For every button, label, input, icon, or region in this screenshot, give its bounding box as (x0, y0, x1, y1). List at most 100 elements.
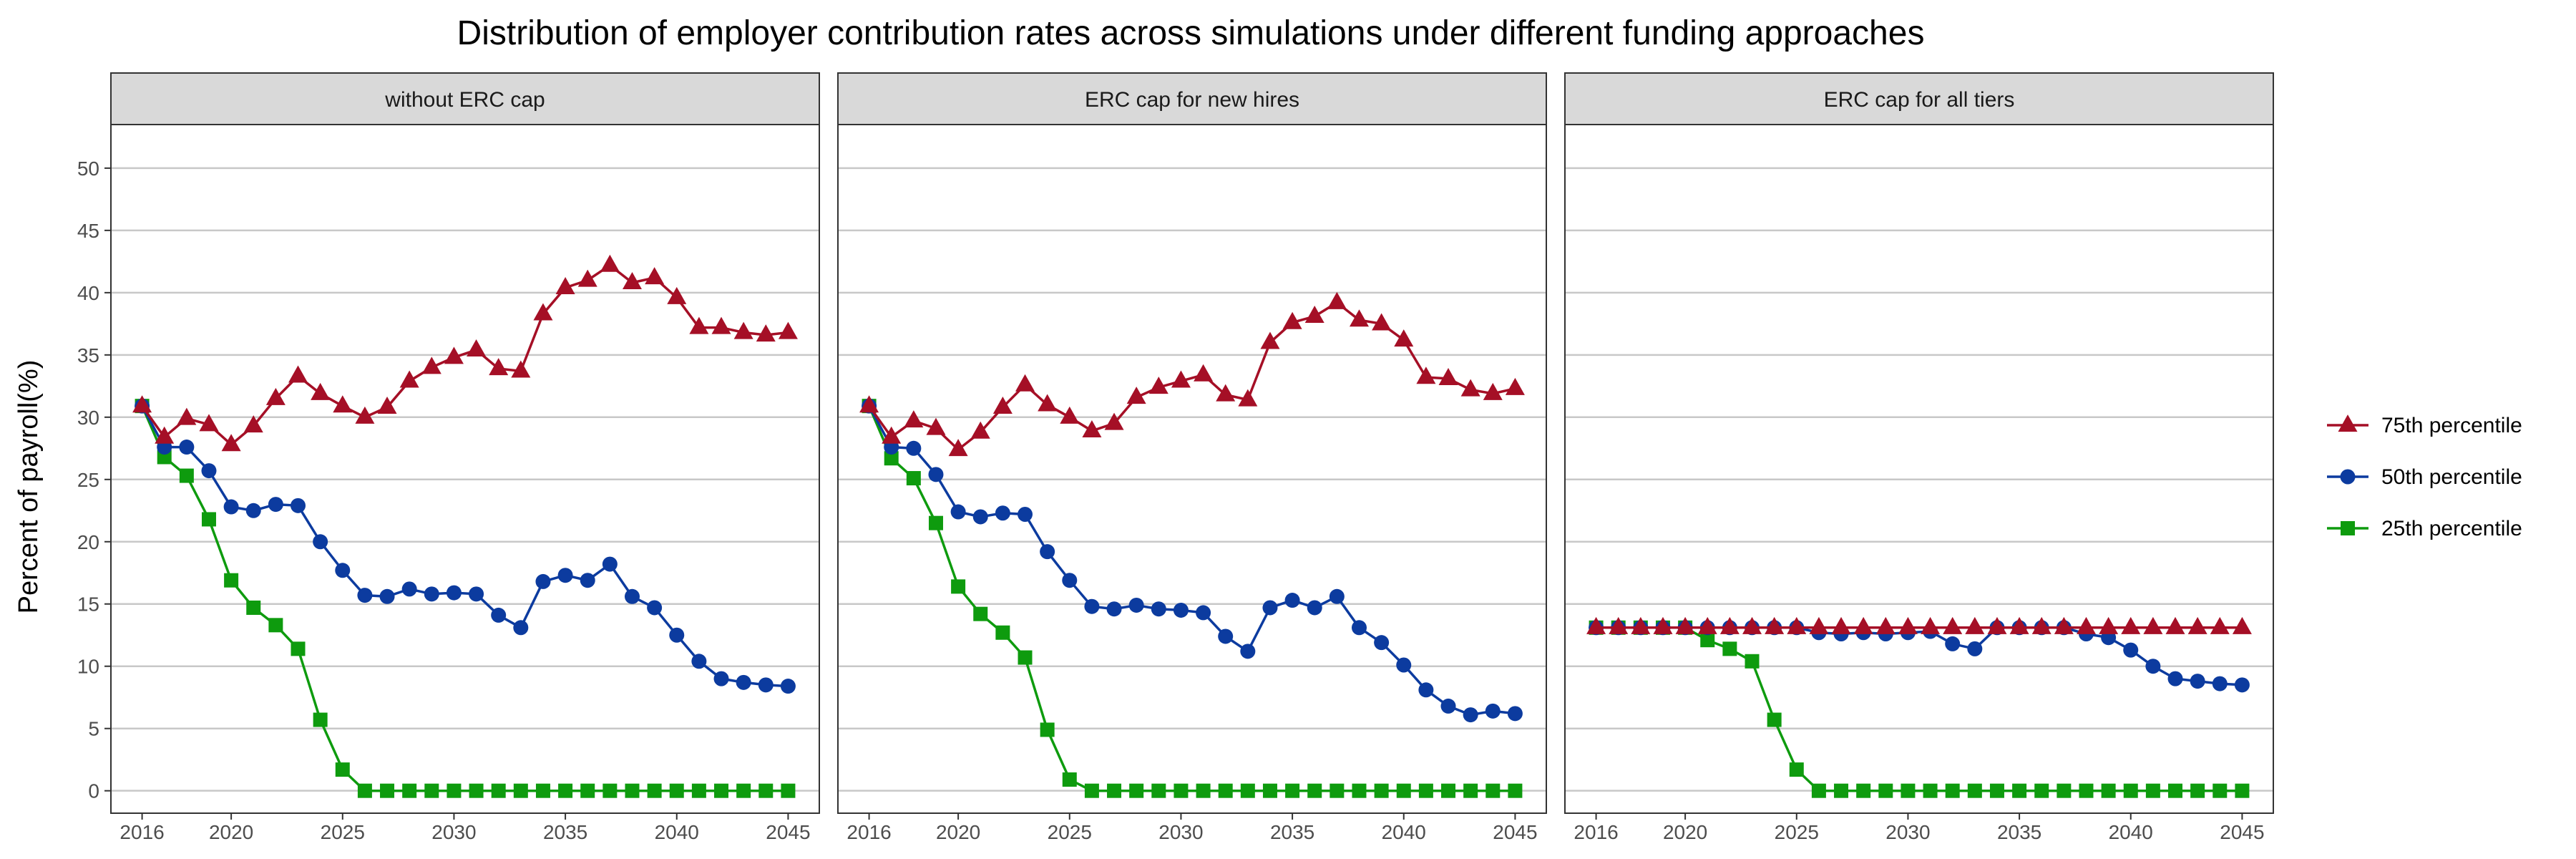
y-tick-label: 50 (77, 157, 99, 180)
data-point (2054, 616, 2074, 634)
data-point (1742, 616, 1762, 634)
data-point (1374, 635, 1390, 651)
data-point (1307, 600, 1322, 616)
data-point (1945, 636, 1961, 651)
data-point (1697, 616, 1717, 634)
data-point (973, 606, 988, 621)
data-point (859, 395, 879, 413)
data-point (535, 573, 551, 589)
data-point (288, 365, 308, 383)
facet-strip (837, 72, 1547, 125)
chart-title: Distribution of employer contribution ra… (457, 14, 1925, 52)
data-point (1126, 387, 1146, 404)
data-point (513, 620, 529, 636)
data-point (1238, 389, 1258, 407)
data-point (1967, 641, 1983, 656)
data-point (2187, 616, 2207, 634)
data-point (1218, 783, 1233, 798)
data-point (781, 783, 796, 798)
data-point (669, 627, 685, 643)
data-point (2167, 671, 2183, 686)
data-point (535, 783, 550, 798)
data-point (179, 440, 195, 455)
data-point (669, 783, 684, 798)
data-point (469, 586, 484, 602)
data-point (1307, 783, 1322, 798)
data-point (580, 573, 595, 588)
data-point (1372, 313, 1392, 331)
data-point (513, 783, 528, 798)
data-point (132, 395, 152, 413)
x-tick-label: 2016 (119, 821, 164, 843)
data-point (1106, 601, 1122, 617)
data-point (1463, 783, 1478, 798)
x-tick-label: 2040 (2109, 821, 2153, 843)
data-point (1460, 379, 1480, 397)
data-point (1418, 682, 1434, 698)
x-tick-label: 2020 (1663, 821, 1707, 843)
x-tick-label: 2040 (1382, 821, 1426, 843)
data-point (1700, 633, 1715, 648)
data-point (1943, 616, 1963, 634)
data-point (691, 783, 706, 798)
facet-panel: ERC cap for all tiers 2016 2020 2025 2030 203… (1564, 72, 2274, 843)
data-point (223, 499, 239, 515)
data-point (1921, 616, 1941, 634)
data-point (1327, 291, 1347, 309)
y-axis-label: Percent of payroll(%) (14, 360, 44, 614)
data-point (221, 434, 241, 452)
data-point (245, 503, 261, 518)
data-point (1463, 707, 1478, 723)
x-tick-label: 2020 (209, 821, 253, 843)
data-point (2190, 783, 2205, 798)
data-point (995, 625, 1010, 640)
data-point (155, 426, 175, 444)
data-point (778, 321, 798, 339)
data-point (1811, 783, 1826, 798)
data-point (243, 415, 263, 433)
data-point (1018, 650, 1033, 665)
y-tick-label: 20 (77, 531, 99, 553)
data-point (399, 370, 419, 388)
x-tick-label: 2025 (1048, 821, 1092, 843)
data-point (1349, 309, 1369, 327)
data-point (602, 783, 618, 798)
data-point (1062, 573, 1078, 588)
data-point (1722, 641, 1737, 656)
legend-label: 25th percentile (2381, 517, 2522, 540)
data-point (1216, 384, 1236, 402)
x-tick-label: 2035 (1270, 821, 1314, 843)
data-point (992, 397, 1013, 414)
data-point (467, 339, 487, 356)
data-point (970, 421, 990, 439)
data-point (2212, 783, 2228, 798)
data-point (201, 463, 217, 479)
data-point (268, 497, 283, 513)
data-point (2009, 616, 2029, 634)
x-tick-label: 2040 (655, 821, 699, 843)
data-point (995, 505, 1010, 521)
data-point (950, 504, 966, 520)
data-point (357, 588, 373, 603)
legend-item: 25th percentile (2327, 517, 2522, 540)
data-point (1787, 616, 1807, 634)
data-point (580, 783, 595, 798)
data-point (1586, 616, 1606, 634)
plot-area (838, 125, 1546, 813)
data-point (491, 783, 506, 798)
data-point (1394, 329, 1414, 347)
data-point (1945, 783, 1960, 798)
data-point (2123, 642, 2139, 658)
data-point (906, 440, 922, 456)
x-tick-label: 2016 (1574, 821, 1618, 843)
data-point (444, 346, 464, 364)
data-point (2165, 616, 2185, 634)
data-point (2190, 674, 2205, 689)
data-point (1989, 783, 2004, 798)
data-point (2099, 616, 2119, 634)
data-point (355, 406, 375, 424)
data-point (199, 414, 219, 432)
data-point (1018, 506, 1033, 522)
data-point (2034, 783, 2049, 798)
data-point (1505, 377, 1525, 395)
